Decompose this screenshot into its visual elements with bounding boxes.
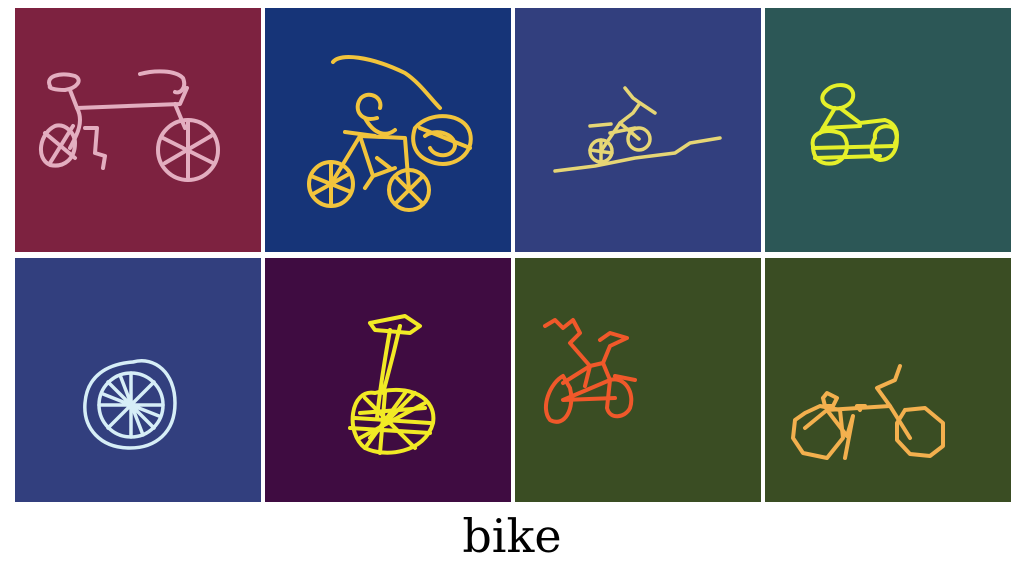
bike-doodle-tile xyxy=(15,8,261,252)
divider xyxy=(15,252,1011,258)
bicycle-doodle-icon xyxy=(515,258,761,502)
bike-doodle-tile xyxy=(265,258,511,502)
bike-doodle-tile xyxy=(765,8,1011,252)
bicycle-doodle-icon xyxy=(265,8,511,252)
bicycle-doodle-icon xyxy=(515,8,761,252)
bicycle-doodle-icon xyxy=(15,8,261,252)
bike-doodle-tile xyxy=(515,258,761,502)
bike-doodle-tile xyxy=(265,8,511,252)
bike-doodle-tile xyxy=(765,258,1011,502)
wheel-doodle-icon xyxy=(15,258,261,502)
bike-doodle-tile xyxy=(515,8,761,252)
bike-doodle-tile xyxy=(15,258,261,502)
bicycle-doodle-icon xyxy=(765,258,1011,502)
unicycle-doodle-icon xyxy=(265,258,511,502)
bicycle-doodle-icon xyxy=(765,8,1011,252)
doodle-grid xyxy=(15,8,1011,502)
caption: bike xyxy=(462,509,562,563)
